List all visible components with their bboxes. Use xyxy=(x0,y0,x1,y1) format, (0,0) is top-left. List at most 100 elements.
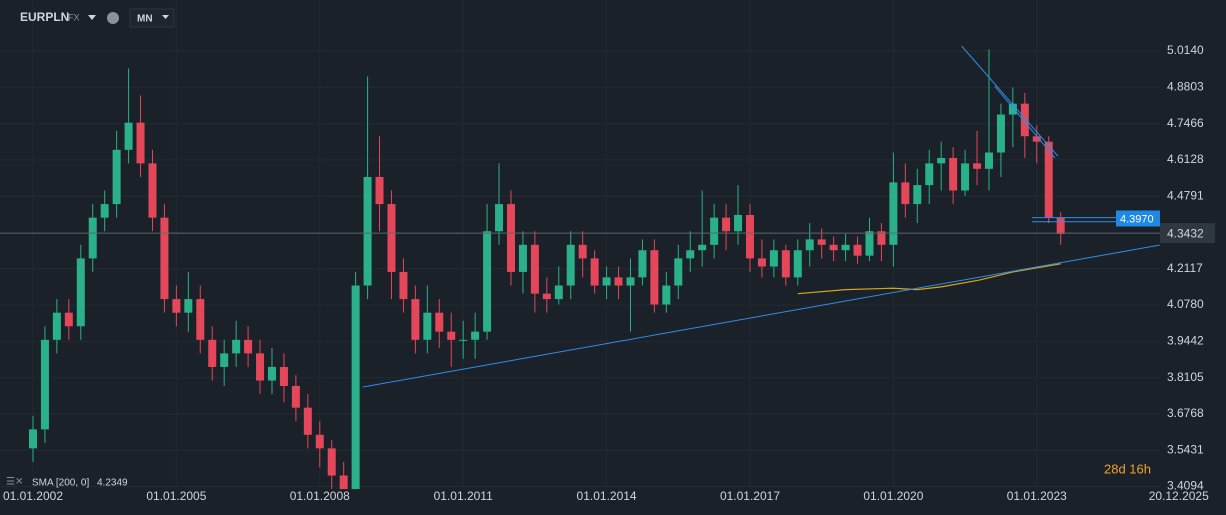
candle-body xyxy=(506,204,515,272)
x-tick-label: 01.01.2002 xyxy=(3,489,63,503)
candle-body xyxy=(734,214,743,232)
price-axis xyxy=(1160,0,1226,515)
y-tick-label: 3.5431 xyxy=(1167,442,1204,456)
x-tick-label: 01.01.2023 xyxy=(1007,489,1067,503)
candle-body xyxy=(315,434,324,449)
symbol-dropdown[interactable] xyxy=(88,15,96,20)
candle-body xyxy=(841,244,850,251)
y-tick-label: 4.2117 xyxy=(1167,261,1203,275)
candle-body xyxy=(208,339,217,367)
candle-body xyxy=(244,339,253,354)
candle-body xyxy=(961,163,970,191)
candle-body xyxy=(518,244,527,272)
y-tick-label: 4.8803 xyxy=(1167,79,1204,93)
candle-body xyxy=(303,407,312,435)
y-tick-label: 5.0140 xyxy=(1167,43,1204,57)
candle-body xyxy=(889,182,898,245)
interval-dropdown[interactable] xyxy=(162,15,169,19)
candle-body xyxy=(471,331,480,340)
candle-body xyxy=(220,353,229,367)
candle-body xyxy=(781,250,790,278)
candle-body xyxy=(447,331,456,340)
candle-body xyxy=(411,299,420,340)
y-tick-label: 3.8105 xyxy=(1167,370,1204,384)
candle-body xyxy=(375,176,384,205)
x-tick-label: 01.01.2014 xyxy=(577,489,637,503)
y-tick-label: 3.4094 xyxy=(1167,479,1204,493)
candle-body xyxy=(196,299,205,340)
candle-body xyxy=(363,176,372,286)
alert-price-box xyxy=(1116,210,1160,227)
candle-body xyxy=(148,163,157,218)
candle-body xyxy=(1020,103,1029,137)
candle-body xyxy=(937,157,946,164)
candle-body xyxy=(590,258,599,286)
sma-line xyxy=(797,263,1061,295)
candle-body xyxy=(829,244,838,251)
y-tick-label: 4.0780 xyxy=(1167,297,1204,311)
candle-body xyxy=(28,429,37,449)
candle-body xyxy=(674,258,683,286)
trend-line xyxy=(362,244,1160,388)
candle-body xyxy=(1032,136,1041,142)
candle-body xyxy=(853,244,862,256)
candle-body xyxy=(638,250,647,278)
trend-line xyxy=(961,45,1059,157)
candle-body xyxy=(256,353,265,381)
x-tick-label: 01.01.2008 xyxy=(290,489,350,503)
candle-body xyxy=(542,293,551,300)
x-tick-label: 01.01.2011 xyxy=(434,489,493,503)
y-tick-label: 4.7466 xyxy=(1167,116,1204,130)
info-icon[interactable] xyxy=(107,12,119,24)
x-tick-label: 20.12.2025 xyxy=(1149,489,1209,503)
candle-body xyxy=(662,285,671,305)
candle-body xyxy=(88,217,97,259)
candle-body xyxy=(530,244,539,294)
candle-body xyxy=(1008,103,1017,115)
candle-body xyxy=(387,204,396,272)
x-tick-label: 01.01.2005 xyxy=(146,489,206,503)
last-price-box xyxy=(1160,223,1215,244)
plot-area xyxy=(0,45,1160,490)
candle-body xyxy=(614,277,623,286)
symbol[interactable]: EURPLN xyxy=(20,10,69,24)
candle-body xyxy=(495,204,504,232)
candle-body xyxy=(327,448,336,476)
candle-body xyxy=(423,312,432,340)
candle-body xyxy=(877,231,886,245)
candle-body xyxy=(996,114,1005,153)
candle-body xyxy=(351,285,360,490)
candle-body xyxy=(483,231,492,332)
indicator-icons[interactable]: ☰✕ xyxy=(6,477,23,488)
market: FX xyxy=(68,12,80,22)
candle-body xyxy=(865,231,874,256)
candle-body xyxy=(100,204,109,218)
candle-body xyxy=(459,339,468,341)
candle-body xyxy=(267,366,276,381)
candle-body xyxy=(172,299,181,313)
countdown: 28d 16h xyxy=(1104,461,1151,476)
candle-body xyxy=(793,250,802,278)
interval[interactable]: MN xyxy=(137,14,153,25)
candle-body xyxy=(435,312,444,332)
interval-select[interactable] xyxy=(129,8,175,28)
candle-body xyxy=(76,258,85,327)
candle-body xyxy=(650,250,659,305)
candle-body xyxy=(566,244,575,286)
y-tick-label: 4.6128 xyxy=(1167,152,1204,166)
y-tick-label: 3.9442 xyxy=(1167,334,1204,348)
alert-price-label: 4.3970 xyxy=(1120,213,1154,225)
candle-body xyxy=(949,157,958,191)
candle-body xyxy=(232,339,241,354)
candle-body xyxy=(984,152,993,169)
candle-body xyxy=(1044,141,1053,218)
candle-body xyxy=(901,182,910,205)
candle-body xyxy=(769,250,778,267)
x-tick-label: 01.01.2017 xyxy=(720,489,780,503)
candle-body xyxy=(184,299,193,313)
candle-body xyxy=(626,277,635,286)
candle-body xyxy=(805,239,814,251)
candle-body xyxy=(339,475,348,490)
